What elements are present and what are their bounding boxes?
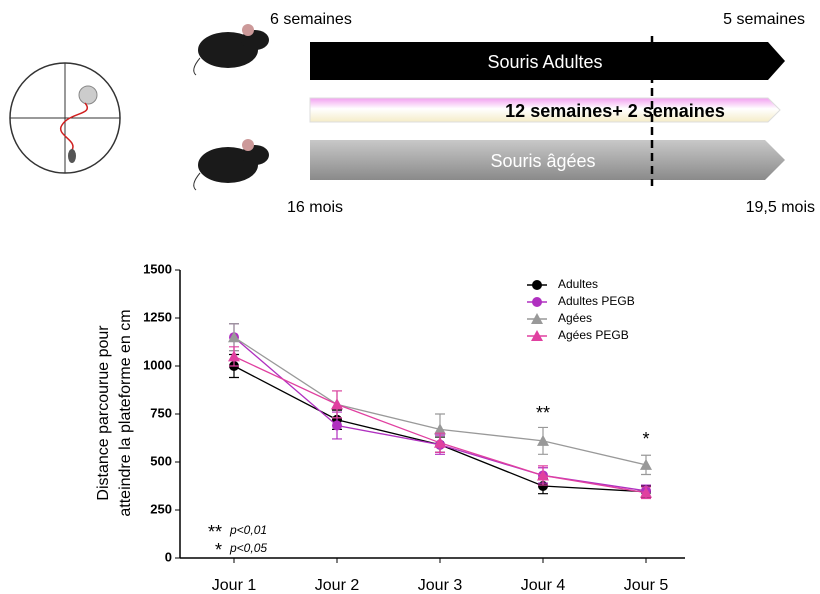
significance-symbol: * <box>215 540 222 560</box>
bar-label: Souris Adultes <box>487 52 602 72</box>
significance-mark: * <box>642 429 649 449</box>
bar-label: Souris âgées <box>490 151 595 171</box>
data-point <box>332 420 342 431</box>
timeline-label: 6 semaines <box>270 11 352 28</box>
data-point <box>640 458 652 470</box>
chart: 0 250 500 750 1000 1250 1500 Jour 1 Jour 2 Jour 3… <box>95 261 685 594</box>
timeline-label: 19,5 mois <box>746 199 815 216</box>
significance-text: p<0,01 <box>229 523 267 537</box>
significance-symbol: ** <box>208 522 222 542</box>
y-tick-label: 1500 <box>143 261 172 276</box>
legend-label: Adultes <box>558 277 598 291</box>
x-tick-label: Jour 1 <box>212 577 257 594</box>
data-point <box>434 423 446 435</box>
legend-label: Adultes PEGB <box>558 294 635 308</box>
legend-label: Agées PEGB <box>558 328 629 342</box>
y-tick-label: 1250 <box>143 309 172 324</box>
timeline-label: 16 mois <box>287 199 343 216</box>
x-tick-label: Jour 5 <box>624 577 669 594</box>
data-point <box>228 350 240 362</box>
bar-label: 12 semaines+ 2 semaines <box>505 101 725 121</box>
x-tick-label: Jour 4 <box>521 577 566 594</box>
y-tick-label: 0 <box>165 549 172 564</box>
legend-marker <box>532 280 542 290</box>
data-point <box>331 398 343 410</box>
legend-marker <box>531 313 543 324</box>
y-axis-label: Distance parcourue pour <box>95 325 112 501</box>
adult-bar <box>310 42 785 80</box>
data-point <box>640 486 652 498</box>
maze-icon <box>9 62 121 174</box>
mouse-icon <box>193 24 269 76</box>
mouse-icon <box>193 139 269 191</box>
y-tick-label: 500 <box>150 453 172 468</box>
data-point <box>434 436 446 448</box>
x-tick-label: Jour 3 <box>418 577 463 594</box>
legend-label: Agées <box>558 311 592 325</box>
data-point <box>228 331 240 343</box>
y-tick-label: 750 <box>150 405 172 420</box>
data-point <box>537 434 549 446</box>
y-tick-label: 1000 <box>143 357 172 372</box>
timeline-label: 5 semaines <box>723 11 805 28</box>
legend-marker <box>532 297 542 307</box>
legend-marker <box>531 330 543 341</box>
treatment-bar <box>309 97 781 123</box>
data-point <box>537 469 549 481</box>
significance-text: p<0,05 <box>229 541 267 555</box>
aged-bar <box>310 140 785 180</box>
significance-mark: ** <box>536 403 550 423</box>
y-axis-label: atteindre la plateforme en cm <box>117 309 134 516</box>
x-tick-label: Jour 2 <box>315 577 360 594</box>
y-tick-label: 250 <box>150 501 172 516</box>
